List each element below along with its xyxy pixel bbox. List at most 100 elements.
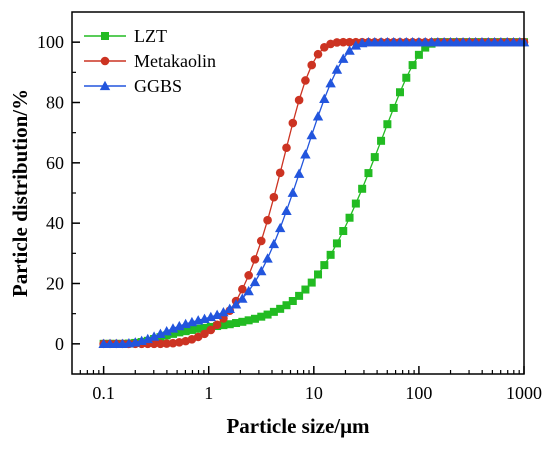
- legend-label: Metakaolin: [134, 51, 216, 71]
- data-point-lzt: [200, 323, 209, 332]
- data-point-metakaolin: [345, 37, 354, 47]
- x-tick-label: 100: [405, 383, 432, 403]
- data-point-lzt: [395, 88, 404, 97]
- data-point-lzt: [301, 285, 310, 294]
- data-point-ggbs: [262, 253, 273, 263]
- data-point-ggbs: [287, 187, 299, 197]
- data-point-metakaolin: [200, 329, 209, 339]
- data-point-lzt: [332, 239, 341, 248]
- data-point-lzt: [358, 184, 367, 193]
- legend-item-lzt: LZT: [84, 26, 167, 46]
- data-point-lzt: [162, 331, 171, 340]
- data-point-metakaolin: [244, 271, 253, 280]
- data-point-lzt: [370, 153, 379, 162]
- data-point-metakaolin: [250, 255, 260, 264]
- data-point-ggbs: [268, 238, 280, 249]
- data-point-lzt: [225, 320, 234, 329]
- data-point-ggbs: [218, 306, 229, 317]
- data-point-lzt: [377, 136, 386, 145]
- data-point-lzt: [307, 278, 316, 287]
- data-point-lzt: [402, 73, 411, 82]
- data-point-lzt: [414, 50, 423, 59]
- x-tick-label: 1000: [506, 383, 542, 403]
- data-point-lzt: [314, 270, 323, 279]
- data-point-metakaolin: [219, 314, 228, 323]
- series-layer: [98, 36, 530, 349]
- data-point-metakaolin: [238, 284, 247, 294]
- data-point-lzt: [250, 314, 259, 323]
- data-point-ggbs: [211, 309, 223, 320]
- legend-item-metakaolin: Metakaolin: [84, 51, 216, 71]
- data-point-ggbs: [161, 325, 172, 336]
- data-point-lzt: [345, 213, 354, 222]
- y-tick-label: 0: [55, 334, 64, 354]
- data-point-lzt: [269, 307, 278, 316]
- data-point-ggbs: [325, 77, 336, 88]
- legend-label: LZT: [134, 26, 167, 46]
- y-tick-label: 80: [46, 93, 64, 113]
- y-tick-label: 100: [37, 32, 64, 52]
- data-point-ggbs: [281, 205, 292, 215]
- data-point-lzt: [282, 301, 291, 310]
- data-point-lzt: [263, 310, 272, 319]
- data-point-lzt: [351, 199, 360, 208]
- legend-marker: [101, 32, 109, 40]
- data-point-ggbs: [344, 45, 355, 55]
- data-point-lzt: [276, 304, 285, 313]
- data-point-ggbs: [331, 64, 343, 74]
- data-point-metakaolin: [307, 60, 317, 70]
- data-point-ggbs: [148, 331, 160, 341]
- legend: LZT Metakaolin GGBS: [84, 26, 216, 96]
- y-tick-label: 40: [46, 213, 64, 233]
- data-point-ggbs: [274, 222, 286, 233]
- x-tick-label: 0.1: [92, 383, 115, 403]
- data-point-lzt: [383, 120, 392, 129]
- data-point-lzt: [181, 327, 190, 336]
- data-point-metakaolin: [282, 143, 291, 153]
- data-point-lzt: [364, 169, 373, 178]
- data-point-ggbs: [312, 111, 324, 121]
- x-tick-label: 10: [305, 383, 323, 403]
- data-point-ggbs: [142, 333, 153, 344]
- data-point-lzt: [232, 319, 241, 328]
- data-point-metakaolin: [162, 339, 171, 348]
- x-tick-label: 1: [204, 383, 213, 403]
- data-point-ggbs: [256, 265, 267, 276]
- data-point-ggbs: [230, 299, 242, 309]
- x-axis-title: Particle size/μm: [226, 414, 370, 438]
- data-point-metakaolin: [156, 339, 165, 349]
- legend-label: GGBS: [134, 76, 182, 96]
- data-point-lzt: [194, 324, 203, 333]
- data-point-lzt: [238, 317, 247, 326]
- data-point-metakaolin: [301, 76, 310, 85]
- data-point-ggbs: [350, 40, 362, 50]
- data-point-metakaolin: [256, 236, 266, 246]
- data-point-ggbs: [293, 168, 305, 178]
- data-point-metakaolin: [269, 192, 279, 202]
- data-point-ggbs: [306, 129, 317, 140]
- data-point-lzt: [326, 250, 335, 259]
- data-point-metakaolin: [288, 118, 298, 128]
- data-point-metakaolin: [294, 95, 304, 105]
- data-point-metakaolin: [263, 215, 272, 225]
- data-point-metakaolin: [212, 320, 222, 330]
- data-point-lzt: [389, 103, 398, 112]
- data-point-lzt: [295, 291, 304, 300]
- data-point-ggbs: [243, 285, 254, 296]
- data-point-lzt: [288, 296, 297, 305]
- data-point-ggbs: [300, 149, 311, 159]
- y-tick-label: 20: [46, 274, 64, 294]
- data-point-lzt: [175, 328, 184, 337]
- y-axis-title: Particle distribution/%: [8, 89, 32, 297]
- legend-marker: [99, 80, 111, 91]
- data-point-metakaolin: [332, 38, 342, 47]
- data-point-ggbs: [224, 303, 235, 313]
- data-point-lzt: [339, 227, 348, 236]
- data-point-ggbs: [167, 323, 179, 333]
- y-tick-label: 60: [46, 153, 64, 173]
- data-point-ggbs: [319, 93, 330, 104]
- data-point-metakaolin: [338, 37, 348, 47]
- legend-item-ggbs: GGBS: [84, 76, 182, 96]
